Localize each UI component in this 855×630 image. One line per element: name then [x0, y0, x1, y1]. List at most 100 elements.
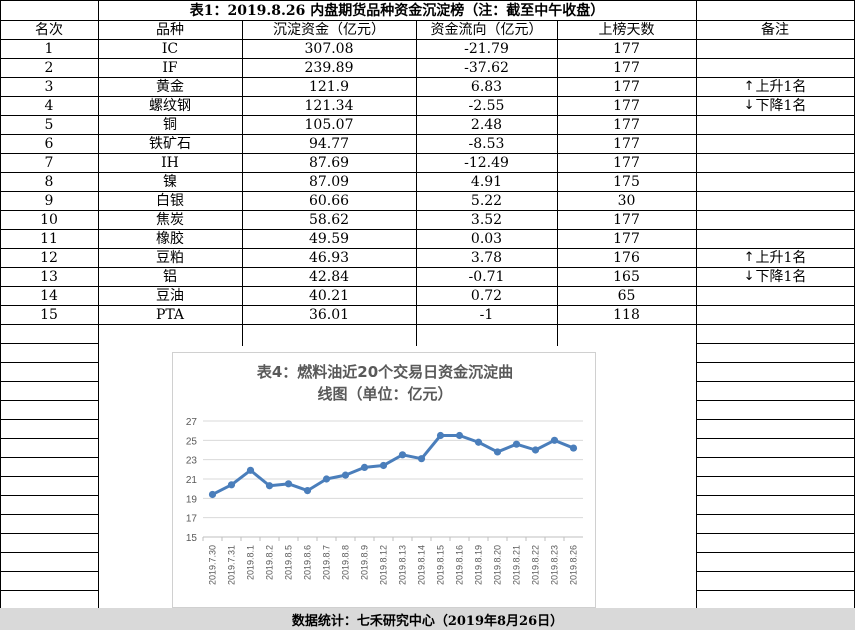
table-cell-name: 橡胶: [156, 230, 184, 247]
column-header: 沉淀资金（亿元）: [273, 21, 385, 38]
table-cell-rank: 9: [44, 192, 54, 209]
y-tick-label: 19: [186, 494, 198, 505]
table-cell-capital: 36.01: [308, 306, 350, 323]
x-tick-label: 2019.8.15: [436, 545, 446, 585]
column-header: 备注: [761, 21, 789, 38]
x-tick-label: 2019.8.22: [531, 545, 541, 585]
x-tick-label: 2019.8.23: [550, 545, 560, 585]
table-cell-rank: 10: [40, 211, 58, 228]
data-point: [208, 490, 217, 499]
table-cell-capital: 42.84: [308, 268, 350, 285]
note-text: 下降1名: [755, 97, 807, 114]
x-tick-label: 2019.8.5: [284, 545, 294, 580]
table-cell-rank: 3: [44, 78, 54, 95]
table-cell-rank: 2: [44, 59, 54, 76]
table-cell-flow: -0.71: [468, 268, 505, 285]
table-cell-days: 177: [613, 154, 640, 171]
data-point: [341, 471, 350, 479]
y-tick-label: 17: [186, 514, 198, 525]
table-cell-capital: 46.93: [308, 249, 350, 266]
column-header: 名次: [35, 21, 63, 38]
table-cell-days: 176: [613, 249, 640, 266]
data-point: [493, 448, 502, 456]
table-cell-days: 30: [617, 192, 636, 209]
table-cell-flow: -37.62: [464, 59, 509, 76]
table-cell-rank: 4: [44, 97, 54, 114]
data-point: [322, 475, 331, 483]
table-cell-name: IC: [161, 40, 179, 57]
x-tick-label: 2019.8.14: [417, 545, 427, 585]
table-cell-capital: 121.34: [304, 97, 354, 114]
data-point: [550, 436, 559, 444]
table-cell-name: 白银: [156, 192, 184, 209]
note-text: 上升1名: [755, 78, 807, 95]
note-text: 下降1名: [755, 268, 807, 285]
x-tick-label: 2019.8.19: [474, 545, 484, 585]
table-cell-capital: 239.89: [304, 59, 354, 76]
table-cell-days: 177: [613, 78, 640, 95]
table-cell-days: 177: [613, 211, 640, 228]
table-cell-name: 镍: [163, 173, 177, 190]
table-cell-note: ↓ 下降1名: [696, 267, 854, 286]
column-header: 上榜天数: [598, 21, 655, 38]
table-cell-name: 焦炭: [156, 211, 184, 228]
data-point: [303, 487, 312, 495]
data-point: [474, 438, 483, 446]
table-cell-capital: 94.77: [308, 135, 350, 152]
down-arrow-icon: ↓: [743, 98, 755, 113]
table-cell-flow: 0.03: [470, 230, 503, 247]
table-cell-name: 铁矿石: [149, 135, 191, 152]
table-cell-name: 螺纹钢: [149, 97, 191, 114]
table-cell-capital: 105.07: [304, 116, 354, 133]
x-tick-label: 2019.8.12: [379, 545, 389, 585]
chart-title-line-1: 表4：燃料油近20个交易日资金沉淀曲: [256, 363, 514, 381]
table-cell-name: 黄金: [156, 78, 184, 95]
down-arrow-icon: ↓: [743, 269, 755, 284]
table-cell-rank: 13: [40, 268, 58, 285]
data-point: [360, 463, 369, 471]
data-point: [531, 446, 540, 454]
table-cell-days: 177: [613, 230, 640, 247]
data-point: [227, 481, 236, 489]
x-tick-label: 2019.7.31: [227, 545, 237, 585]
x-tick-label: 2019.8.1: [246, 545, 256, 580]
table-cell-capital: 60.66: [308, 192, 350, 209]
table-cell-flow: -21.79: [464, 40, 509, 57]
data-point: [379, 461, 388, 470]
y-tick-label: 27: [186, 417, 198, 428]
table-cell-capital: 121.9: [308, 78, 350, 95]
table-cell-flow: 5.22: [470, 192, 503, 209]
table-cell-rank: 15: [40, 306, 58, 323]
table-cell-capital: 49.59: [308, 230, 350, 247]
table-cell-note: ↑ 上升1名: [696, 248, 854, 267]
data-point: [436, 431, 445, 440]
table-cell-days: 165: [613, 268, 640, 285]
x-tick-label: 2019.8.7: [322, 545, 332, 580]
table-cell-rank: 5: [44, 116, 54, 133]
up-arrow-icon: ↑: [743, 250, 755, 265]
chart-plot: 15 17 19 21 23 25 27 2019.7.30 2019.7.31 2019.8.1…: [186, 417, 583, 585]
table-cell-flow: 6.83: [470, 78, 503, 95]
table-cell-name: 豆粕: [156, 249, 184, 266]
table-cell-name: 铝: [163, 268, 177, 285]
table-cell-flow: 3.78: [470, 249, 503, 266]
table-cell-rank: 8: [44, 173, 54, 190]
table-cell-rank: 7: [44, 154, 54, 171]
chart-title: 表4：燃料油近20个交易日资金沉淀曲 线图（单位：亿元）: [173, 361, 597, 405]
table-cell-flow: -2.55: [468, 97, 505, 114]
up-arrow-icon: ↑: [743, 79, 755, 94]
y-tick-label: 23: [186, 456, 198, 467]
table-cell-rank: 1: [44, 40, 54, 57]
table-cell-flow: -12.49: [464, 154, 509, 171]
table-cell-rank: 6: [44, 135, 54, 152]
footer-source: 数据统计：七禾研究中心（2019年8月26日）: [0, 608, 855, 630]
table-cell-name: 豆油: [156, 287, 184, 304]
table-cell-days: 65: [617, 287, 636, 304]
table-cell-flow: -8.53: [468, 135, 505, 152]
column-header: 品种: [156, 21, 184, 38]
data-point: [569, 444, 578, 452]
table-cell-capital: 307.08: [304, 40, 354, 57]
x-tick-label: 2019.8.2: [265, 545, 275, 580]
table-cell-rank: 11: [40, 230, 58, 247]
